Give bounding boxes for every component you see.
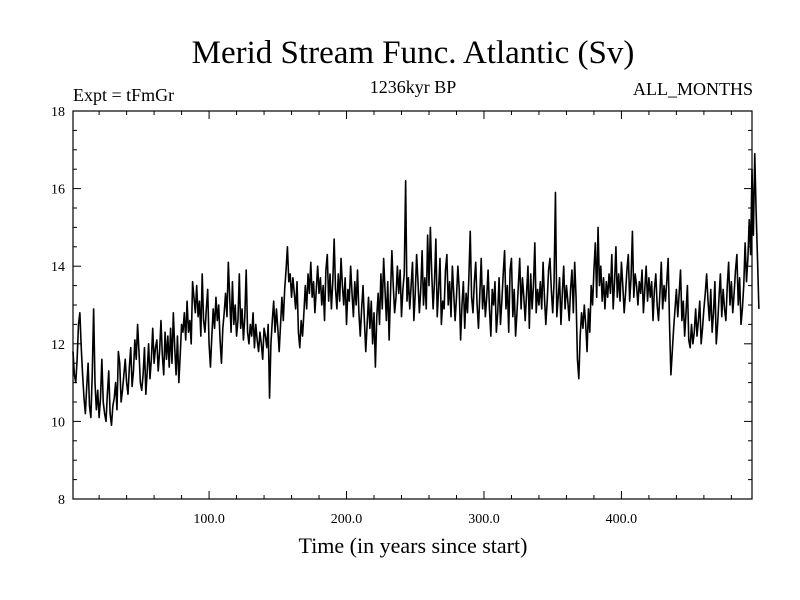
- period-label: 1236kyr BP: [370, 77, 457, 97]
- y-tick-label: 12: [51, 338, 65, 353]
- y-tick-label: 18: [51, 105, 65, 120]
- plot-frame: [72, 110, 753, 500]
- y-tick-label: 14: [51, 260, 65, 275]
- x-tick-label: 200.0: [331, 512, 363, 527]
- series-line: [72, 152, 760, 427]
- months-label: ALL_MONTHS: [633, 79, 753, 99]
- x-tick-label: 400.0: [606, 512, 638, 527]
- y-tick-label: 8: [58, 493, 65, 508]
- chart-title: Merid Stream Func. Atlantic (Sv): [192, 35, 635, 71]
- y-tick-label: 10: [51, 415, 65, 430]
- y-tick-label: 16: [51, 183, 65, 198]
- x-axis-label: Time (in years since start): [299, 533, 528, 558]
- experiment-label: Expt = tFmGr: [73, 85, 174, 105]
- x-tick-label: 100.0: [193, 512, 225, 527]
- x-tick-label: 300.0: [468, 512, 500, 527]
- series-group: [72, 152, 760, 427]
- axis-ticks: 8 10 12 14 16 18 100.0 200.0 300.0 400.0: [51, 105, 752, 527]
